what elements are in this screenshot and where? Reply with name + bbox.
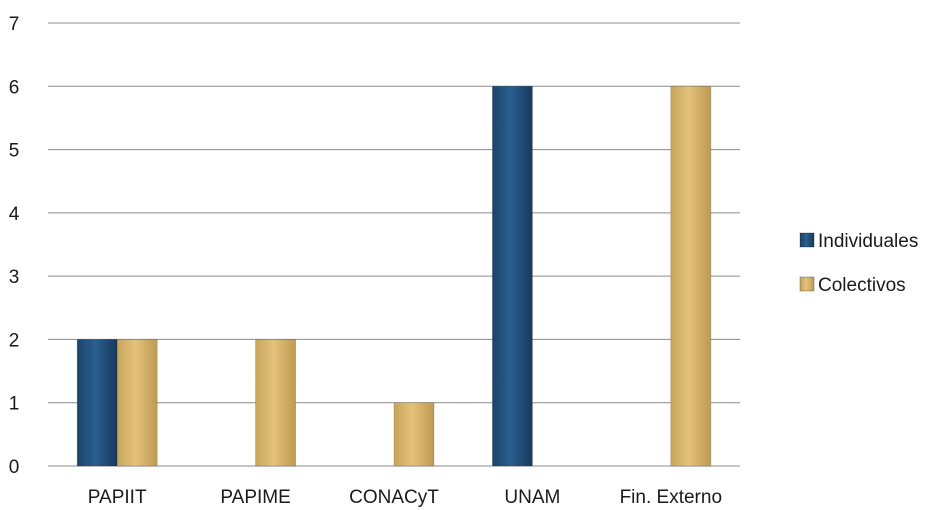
bar-colectivos xyxy=(393,402,435,467)
x-tick-label: PAPIIT xyxy=(88,487,147,508)
bars xyxy=(76,85,712,467)
bar-colectivos xyxy=(670,85,712,467)
bar-individuales xyxy=(76,339,118,467)
y-tick-label: 1 xyxy=(9,394,20,415)
x-tick-label: UNAM xyxy=(504,487,560,508)
gridlines xyxy=(48,22,740,467)
y-tick-label: 5 xyxy=(9,141,20,162)
x-axis-tick-labels: PAPIIT PAPIME CONACyT UNAM Fin. Externo xyxy=(88,487,722,508)
bar-individuales xyxy=(491,85,533,467)
x-tick-label: Fin. Externo xyxy=(620,487,722,508)
y-tick-label: 3 xyxy=(9,267,20,288)
legend: Individuales Colectivos xyxy=(799,231,918,296)
x-tick-label: CONACyT xyxy=(349,487,439,508)
y-tick-label: 0 xyxy=(9,457,20,478)
y-tick-label: 6 xyxy=(9,77,20,98)
y-tick-label: 4 xyxy=(9,204,20,225)
legend-label: Colectivos xyxy=(818,275,906,296)
x-tick-label: PAPIME xyxy=(220,487,290,508)
bar-colectivos xyxy=(255,339,297,467)
bar-colectivos xyxy=(116,339,158,467)
legend-label: Individuales xyxy=(818,231,918,252)
y-tick-label: 2 xyxy=(9,330,20,351)
legend-swatch xyxy=(799,232,815,248)
y-axis-tick-labels: 0 1 2 3 4 5 6 7 xyxy=(9,14,20,478)
legend-swatch xyxy=(799,276,815,292)
y-tick-label: 7 xyxy=(9,14,20,35)
